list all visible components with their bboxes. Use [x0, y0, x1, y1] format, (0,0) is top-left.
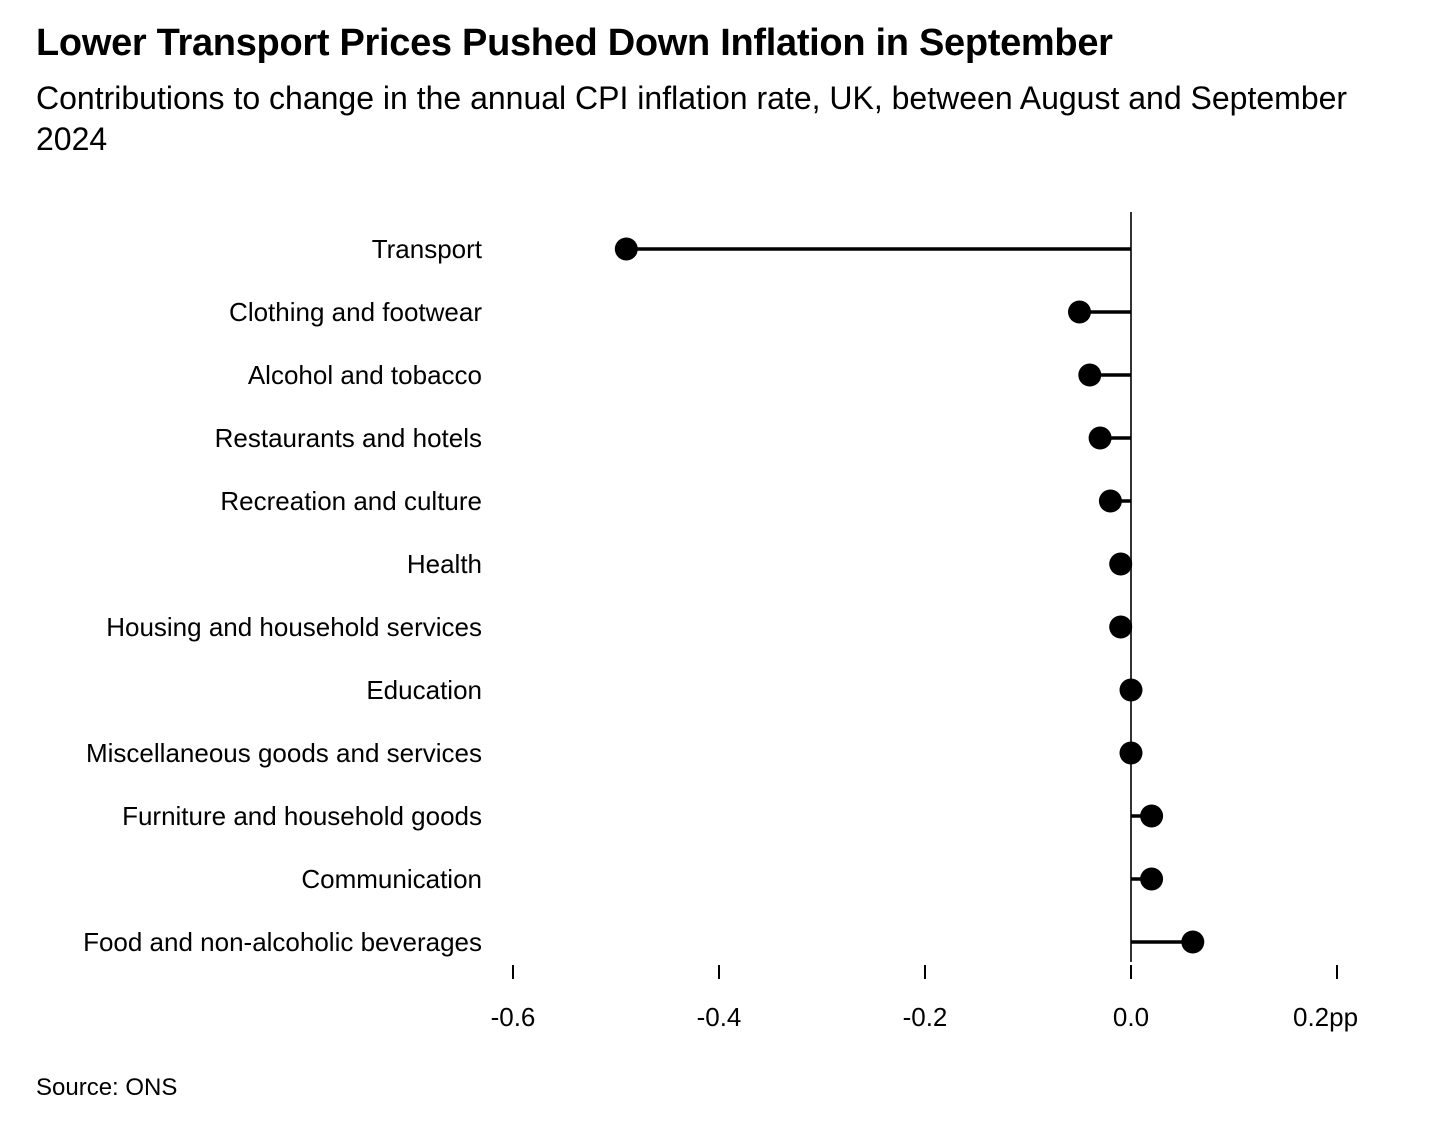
category-label: Housing and household services	[106, 612, 482, 642]
lollipop-dot	[1119, 678, 1143, 702]
category-label: Recreation and culture	[220, 486, 482, 516]
category-label: Education	[366, 675, 482, 705]
chart-subtitle: Contributions to change in the annual CP…	[36, 80, 1348, 157]
x-tick-label: -0.4	[697, 1002, 742, 1032]
lollipop-dot	[1140, 867, 1164, 891]
category-label: Alcohol and tobacco	[248, 360, 482, 390]
source-note: Source: ONS	[36, 1074, 178, 1101]
lollipop-dot	[1109, 615, 1133, 639]
lollipop-dot	[1088, 426, 1112, 450]
lollipop-dot	[614, 237, 638, 261]
category-label: Food and non-alcoholic beverages	[83, 927, 482, 957]
x-tick-label: 0.0	[1113, 1002, 1149, 1032]
category-label: Miscellaneous goods and services	[86, 738, 482, 768]
lollipop-dot	[1078, 363, 1102, 387]
category-label: Communication	[301, 864, 482, 894]
lollipop-dot	[1119, 741, 1143, 765]
chart-title: Lower Transport Prices Pushed Down Infla…	[36, 22, 1113, 64]
category-label: Restaurants and hotels	[215, 423, 482, 453]
lollipop-dot	[1068, 300, 1091, 324]
lollipop-chart: Transport Clothing and footwear Alcohol an…	[83, 212, 1358, 1032]
lollipop-dot	[1140, 804, 1164, 828]
x-tick-label: -0.2	[903, 1002, 948, 1032]
x-tick-label: -0.6	[491, 1002, 536, 1032]
category-label: Transport	[372, 234, 483, 264]
category-label: Health	[407, 549, 482, 579]
lollipop-dot	[1098, 489, 1122, 513]
category-label: Furniture and household goods	[122, 801, 482, 831]
lollipop-dot	[1109, 552, 1133, 576]
x-tick-label: 0.2pp	[1293, 1002, 1358, 1032]
category-label: Clothing and footwear	[229, 297, 482, 327]
lollipop-dot	[1181, 930, 1205, 954]
